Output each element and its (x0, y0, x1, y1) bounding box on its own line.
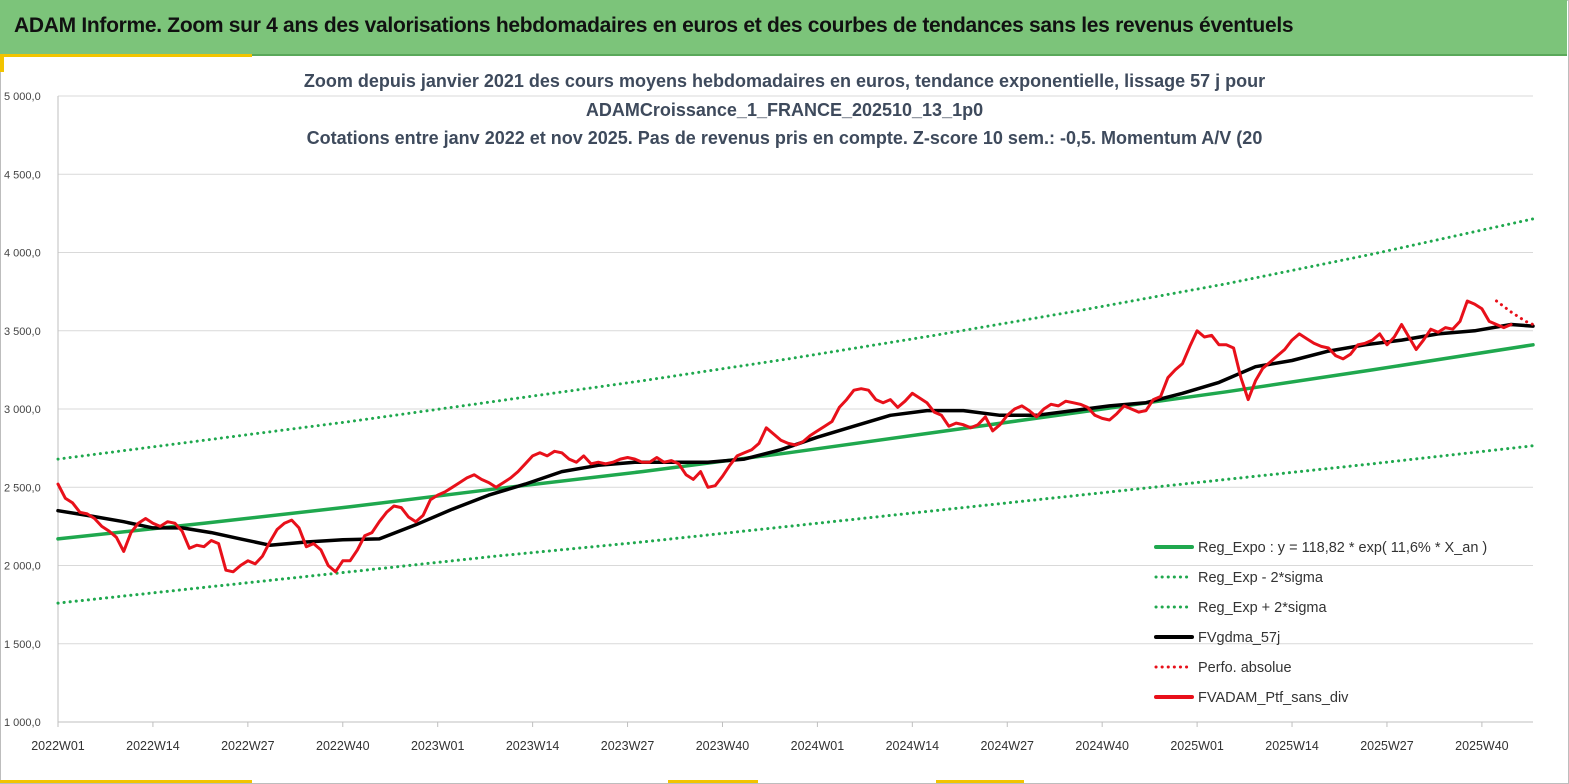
x-tick-label: 2025W27 (1360, 739, 1414, 753)
y-tick-label: 3 000,0 (4, 404, 41, 416)
header-banner: ADAM Informe. Zoom sur 4 ans des valoris… (0, 0, 1567, 56)
legend-label: Perfo. absolue (1198, 660, 1292, 676)
x-tick-label: 2024W01 (791, 739, 845, 753)
series-line (56, 444, 1535, 605)
legend-label: FVgdma_57j (1198, 630, 1280, 646)
x-tick-label: 2022W27 (221, 739, 275, 753)
chart-title-line-2: ADAMCroissance_1_FRANCE_202510_13_1p0 (585, 100, 984, 120)
page-title: ADAM Informe. Zoom sur 4 ans des valoris… (14, 14, 1294, 37)
x-tick-label: 2022W14 (126, 739, 180, 753)
accent-bar-bottom-left (0, 780, 252, 783)
x-tick-label: 2023W27 (601, 739, 655, 753)
y-tick-label: 2 500,0 (4, 482, 41, 494)
x-tick-label: 2025W40 (1455, 739, 1509, 753)
x-tick-label: 2023W14 (506, 739, 560, 753)
legend-label: FVADAM_Ptf_sans_div (1198, 690, 1349, 706)
y-tick-label: 3 500,0 (4, 326, 41, 338)
series-line (56, 217, 1535, 461)
y-tick-label: 4 500,0 (4, 169, 41, 181)
chart-title-line-1: Zoom depuis janvier 2021 des cours moyen… (303, 71, 1266, 91)
series-line (56, 343, 1535, 541)
y-tick-label: 1 500,0 (4, 639, 41, 651)
x-tick-label: 2025W01 (1170, 739, 1224, 753)
chart-title-line-3: Cotations entre janv 2022 et nov 2025. P… (306, 128, 1263, 148)
accent-bar-left (0, 54, 4, 72)
y-tick-label: 5 000,0 (4, 91, 41, 103)
y-tick-label: 1 000,0 (4, 717, 41, 729)
x-tick-label: 2022W40 (316, 739, 370, 753)
accent-bar-bottom-right (936, 780, 1024, 783)
x-tick-label: 2024W40 (1075, 739, 1129, 753)
x-tick-label: 2023W01 (411, 739, 465, 753)
y-tick-label: 4 000,0 (4, 248, 41, 260)
legend-label: Reg_Exp - 2*sigma (1198, 570, 1324, 586)
accent-bar-top (0, 54, 252, 57)
x-tick-label: 2023W40 (696, 739, 750, 753)
legend-label: Reg_Expo : y = 118,82 * exp( 11,6% * X_a… (1198, 540, 1487, 556)
y-tick-label: 2 000,0 (4, 561, 41, 573)
x-tick-label: 2022W01 (31, 739, 85, 753)
legend-label: Reg_Exp + 2*sigma (1198, 600, 1327, 616)
accent-bar-bottom-mid (668, 780, 758, 783)
series-line (1495, 299, 1535, 326)
x-tick-label: 2024W14 (886, 739, 940, 753)
x-tick-label: 2025W14 (1265, 739, 1319, 753)
x-tick-label: 2024W27 (980, 739, 1034, 753)
series-line (56, 299, 1513, 574)
